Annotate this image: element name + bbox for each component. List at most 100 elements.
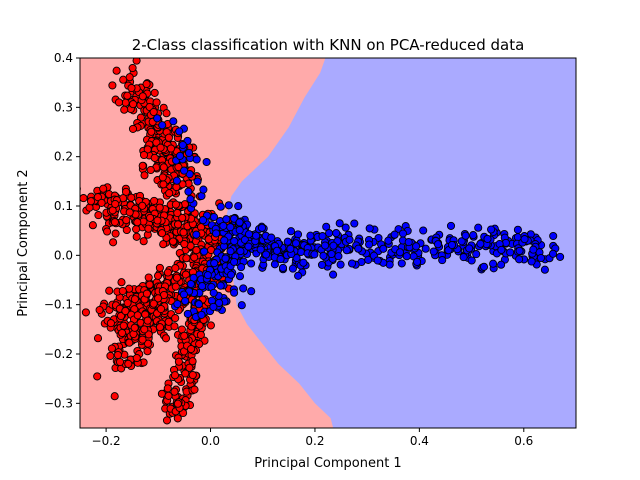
data-point-class-0 [179,228,188,237]
data-point-class-0 [124,359,133,368]
data-point-class-0 [173,399,182,408]
data-point-class-1 [306,231,315,240]
data-point-class-1 [342,246,351,255]
data-point-class-0 [155,203,164,212]
data-point-class-1 [390,230,399,239]
data-point-class-0 [171,200,180,209]
data-point-class-0 [161,334,171,343]
data-point-class-1 [236,247,245,256]
data-point-class-0 [80,194,88,203]
data-point-class-1 [286,244,295,253]
data-point-class-1 [247,287,256,296]
data-point-class-1 [235,226,244,235]
data-point-class-1 [310,250,319,259]
data-point-class-1 [549,231,558,241]
data-point-class-1 [479,262,489,271]
data-point-class-1 [230,257,239,266]
data-point-class-1 [184,187,193,196]
data-point-class-0 [149,107,158,117]
data-point-class-0 [150,88,159,97]
data-point-class-0 [132,232,141,241]
data-point-class-1 [515,255,524,264]
data-point-class-1 [497,260,506,269]
data-point-class-1 [446,221,456,230]
data-point-class-1 [237,301,246,310]
data-point-class-1 [354,244,363,253]
data-point-class-0 [119,321,128,330]
data-point-class-0 [81,308,90,317]
data-point-class-1 [325,229,334,238]
data-point-class-1 [198,282,207,291]
y-tick-label: 0.4 [54,51,73,65]
data-point-class-1 [347,259,357,268]
data-point-class-0 [166,144,176,153]
data-point-class-0 [155,323,165,332]
data-point-class-1 [256,245,265,254]
data-point-class-1 [235,272,245,281]
data-point-class-0 [173,220,183,229]
data-point-class-0 [132,225,141,234]
data-point-class-0 [164,317,173,326]
data-point-class-1 [216,281,225,290]
data-point-class-0 [106,319,115,328]
data-point-class-0 [111,229,120,238]
data-point-class-1 [226,223,235,232]
data-point-class-0 [130,295,139,304]
data-point-class-0 [110,218,119,227]
data-point-class-0 [113,350,122,360]
data-point-class-1 [186,279,195,289]
data-point-class-1 [548,249,558,258]
data-point-class-0 [107,344,116,353]
data-point-class-0 [164,133,173,142]
data-point-class-0 [162,109,171,118]
data-point-class-1 [373,256,382,265]
data-point-class-1 [506,248,515,257]
data-point-class-1 [379,244,388,253]
data-point-class-1 [215,298,224,307]
data-point-class-1 [219,221,228,230]
data-point-class-1 [234,202,243,211]
data-point-class-0 [103,227,112,236]
data-point-class-0 [118,328,127,338]
data-point-class-0 [140,171,149,180]
data-point-class-1 [365,224,374,233]
data-point-class-1 [158,121,167,130]
data-point-class-1 [210,259,219,268]
y-tick-label: −0.1 [44,298,73,312]
data-point-class-0 [139,150,149,160]
data-point-class-1 [224,201,233,210]
data-point-class-0 [112,66,121,75]
data-point-class-1 [292,253,301,263]
data-point-class-0 [157,389,166,398]
data-point-class-1 [457,237,466,246]
data-point-class-1 [556,252,565,261]
data-point-class-0 [86,197,96,206]
x-tick-label: 0.4 [410,434,429,448]
data-point-class-0 [105,286,114,295]
y-tick-label: 0.0 [54,248,73,262]
data-point-class-1 [467,256,476,265]
data-point-class-0 [143,145,152,154]
y-tick-label: 0.1 [54,199,73,213]
data-point-class-1 [402,252,411,261]
data-point-class-0 [123,91,132,100]
data-point-class-0 [159,240,168,249]
data-point-class-0 [144,330,153,339]
data-point-class-0 [206,321,215,330]
data-point-class-0 [142,289,151,298]
data-point-class-0 [110,392,119,401]
data-point-class-0 [145,280,154,289]
data-point-class-0 [153,216,162,225]
data-point-class-0 [152,98,161,107]
y-axis-label: Principal Component 2 [16,169,31,316]
data-point-class-0 [99,184,108,193]
data-point-class-0 [132,353,141,363]
data-point-class-0 [159,163,168,172]
data-point-class-1 [332,229,341,238]
data-point-class-0 [128,124,138,133]
data-point-class-0 [170,387,179,396]
data-point-class-0 [170,371,180,380]
data-point-class-0 [116,311,126,321]
data-point-class-0 [156,304,166,314]
data-point-class-0 [155,263,164,272]
